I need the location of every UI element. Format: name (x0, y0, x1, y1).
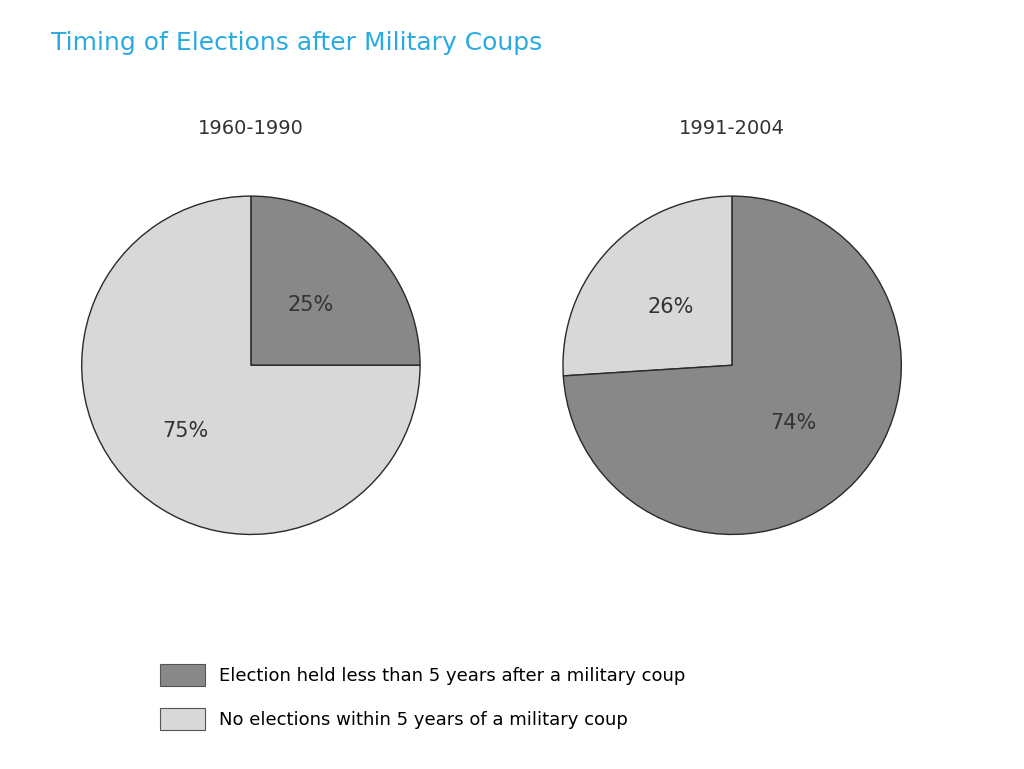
Legend: Election held less than 5 years after a military coup, No elections within 5 yea: Election held less than 5 years after a … (153, 657, 693, 737)
Title: 1991-2004: 1991-2004 (679, 119, 785, 138)
Text: 26%: 26% (647, 298, 693, 318)
Text: 25%: 25% (288, 295, 334, 315)
Wedge shape (251, 196, 420, 365)
Text: Timing of Elections after Military Coups: Timing of Elections after Military Coups (51, 31, 543, 55)
Text: 75%: 75% (162, 421, 208, 441)
Wedge shape (82, 196, 420, 534)
Wedge shape (563, 196, 901, 534)
Title: 1960-1990: 1960-1990 (198, 119, 304, 138)
Wedge shape (563, 196, 732, 376)
Text: 74%: 74% (771, 413, 817, 433)
